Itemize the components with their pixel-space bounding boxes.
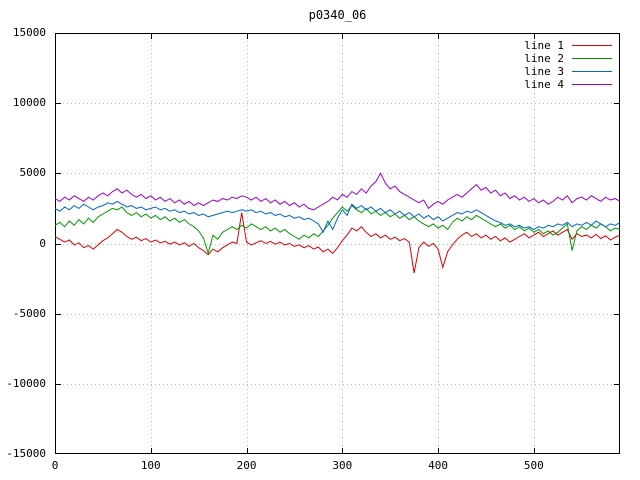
y-tick-label: 10000 [12,96,46,110]
legend-item: line 4 [524,78,612,91]
x-tick-label: 100 [140,459,161,472]
y-tick-label: 0 [39,236,46,250]
legend-line-sample [572,71,612,72]
series-line-3 [55,200,620,234]
series-line-4 [55,172,620,211]
plot-area [55,33,620,454]
legend-line-sample [572,45,612,46]
y-tick-label: -15000 [6,447,46,460]
x-tick-label: 200 [236,459,257,472]
x-tick-label: 400 [428,459,448,472]
x-tick-label: 500 [523,459,544,472]
plot-border [55,33,620,454]
y-tick-label: -5000 [12,306,46,320]
series-line-1 [55,212,620,274]
x-tick-label: 300 [332,459,353,472]
y-tick-label: -10000 [6,376,46,390]
legend-item: line 2 [524,52,612,65]
chart-title: p0340_06 [308,8,367,22]
legend-label: line 2 [524,52,564,65]
legend-line-sample [572,84,612,85]
legend-item: line 1 [524,39,612,52]
y-tick-label: 5000 [19,166,47,180]
legend-line-sample [572,58,612,59]
legend-label: line 1 [524,39,564,52]
legend: line 1 line 2 line 3 line 4 [524,39,612,91]
y-tick-label: 15000 [12,26,46,39]
legend-label: line 3 [524,65,564,78]
legend-item: line 3 [524,65,612,78]
legend-label: line 4 [524,78,564,91]
x-tick-label: 0 [51,459,59,472]
series-line-2 [55,204,620,256]
